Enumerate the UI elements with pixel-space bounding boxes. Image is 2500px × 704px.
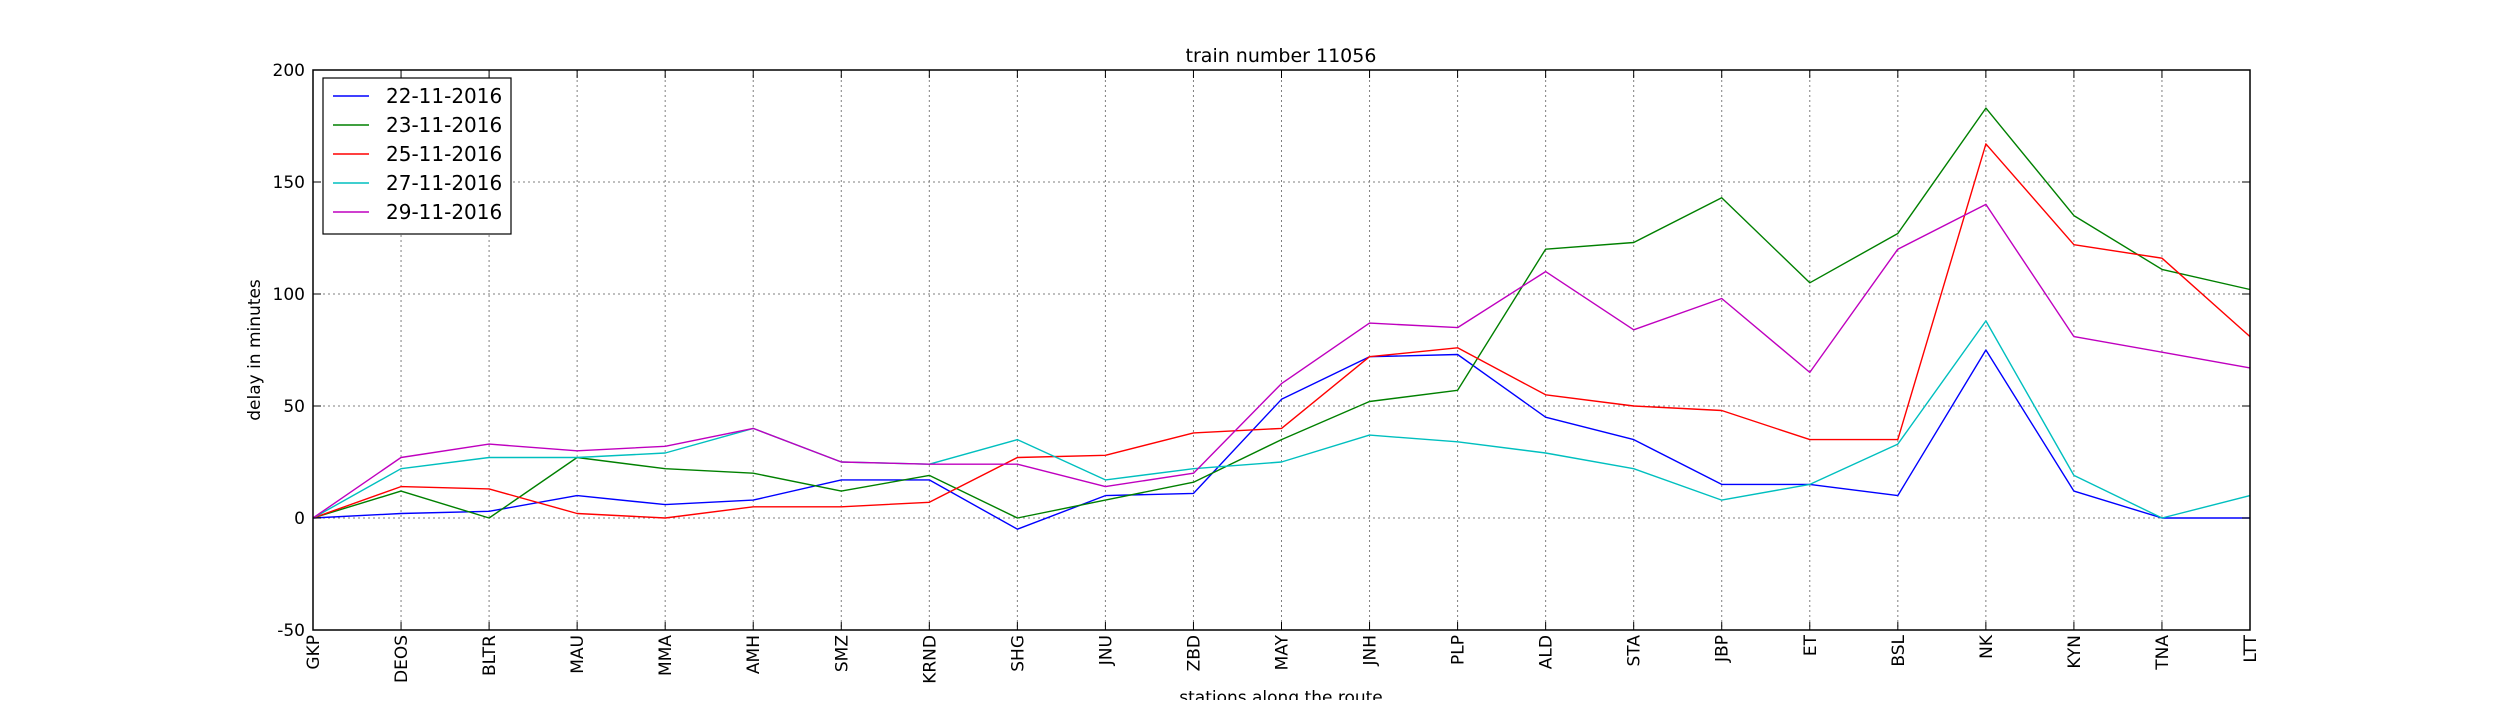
x-tick-label: KRND [920, 635, 940, 684]
series-line [312, 143, 2251, 519]
x-tick-label: SHG [1008, 635, 1028, 672]
x-tick-label: ET [1801, 634, 1821, 656]
x-tick-label: BSL [1889, 634, 1909, 666]
legend-label: 25-11-2016 [386, 142, 502, 166]
legend-label: 27-11-2016 [386, 171, 502, 195]
axes: -50 0 50 100 150 200 GKP DEOS BLTR MAU MMA AMH SMZ KR… [273, 61, 2261, 684]
grid-lines [313, 70, 2250, 630]
x-tick-label: JBP [1713, 635, 1733, 663]
x-tick-label: ALD [1537, 635, 1557, 669]
x-tick-label: STA [1625, 635, 1645, 667]
x-tick-label: GKP [304, 635, 324, 670]
y-tick-label: 150 [273, 173, 305, 193]
x-tick-label: AMH [744, 635, 764, 674]
x-tick-label: BLTR [480, 635, 500, 676]
y-tick-label: 0 [294, 509, 305, 529]
x-tick-label: JNH [1361, 635, 1381, 667]
legend: 22-11-2016 23-11-2016 25-11-2016 27-11-2016… [322, 77, 512, 235]
x-tick-label: MAY [1273, 634, 1293, 670]
y-tick-label: 200 [273, 61, 305, 81]
x-tick-label: LTT [2241, 634, 2261, 662]
x-tick-label: JNU [1096, 635, 1116, 666]
x-tick-label: TNA [2153, 635, 2173, 671]
y-tick-label: 50 [283, 397, 305, 417]
x-axis-label: stations along the route [1179, 688, 1383, 700]
x-tick-label: DEOS [392, 635, 412, 683]
x-tick-label: KYN [2065, 635, 2085, 669]
series-line [312, 107, 2251, 519]
x-tick-label: PLP [1449, 635, 1469, 665]
legend-label: 23-11-2016 [386, 113, 502, 137]
x-tick-label: SMZ [832, 635, 852, 672]
y-tick-label: -50 [277, 621, 305, 641]
x-tick-label: ZBD [1184, 635, 1204, 671]
x-tick-label: MMA [656, 635, 676, 676]
y-axis-label: delay in minutes [245, 279, 265, 421]
legend-box [322, 77, 512, 235]
series-line [312, 203, 2251, 519]
legend-label: 22-11-2016 [386, 84, 502, 108]
x-tick-label: NK [1977, 634, 1997, 659]
y-tick-label: 100 [273, 285, 305, 305]
chart-title: train number 11056 [1186, 45, 1377, 67]
series-line [312, 320, 2251, 519]
series-line [312, 349, 2250, 530]
series-lines [312, 107, 2251, 530]
legend-label: 29-11-2016 [386, 200, 502, 224]
x-tick-label: MAU [568, 635, 588, 674]
